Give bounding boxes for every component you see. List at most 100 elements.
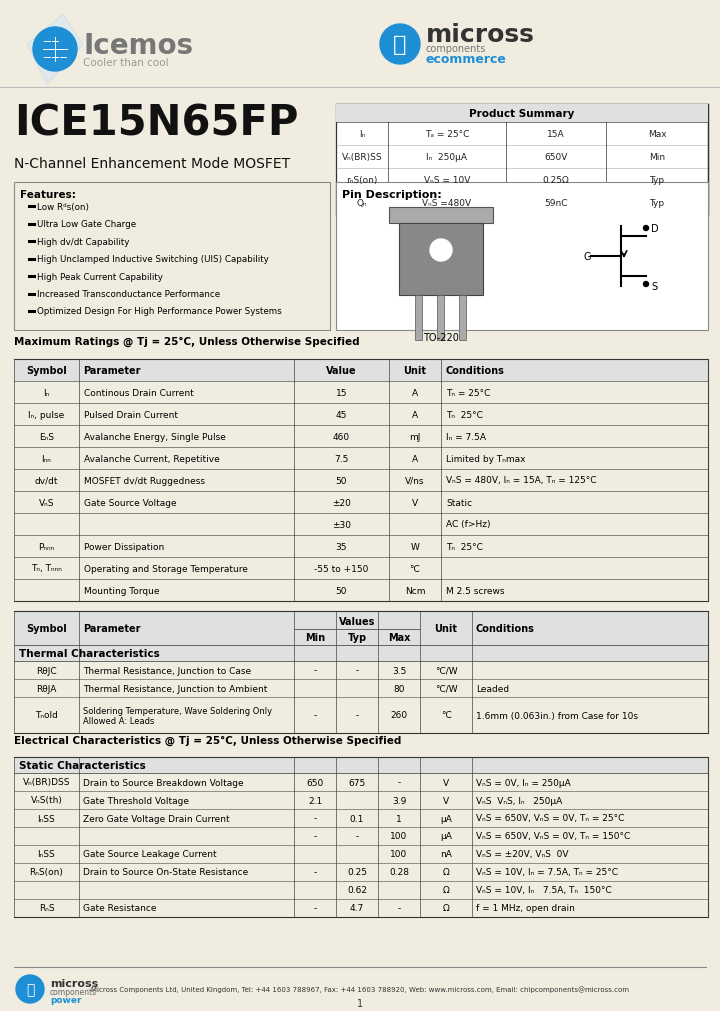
Text: Product Summary: Product Summary [469, 109, 575, 119]
Text: VₙS = 480V, Iₙ = 15A, Tₙ = 125°C: VₙS = 480V, Iₙ = 15A, Tₙ = 125°C [446, 476, 596, 485]
Text: Ⓜ: Ⓜ [393, 35, 407, 55]
Text: 7.5: 7.5 [334, 454, 348, 463]
Text: 3.9: 3.9 [392, 796, 406, 805]
Text: Value: Value [326, 366, 357, 376]
Text: °C/W: °C/W [435, 666, 457, 674]
Text: -: - [356, 711, 359, 720]
Text: Low Rᵈs(on): Low Rᵈs(on) [37, 202, 89, 211]
Text: Qₙ: Qₙ [356, 199, 367, 208]
Circle shape [430, 240, 452, 262]
Text: Continous Drain Current: Continous Drain Current [84, 388, 194, 397]
FancyBboxPatch shape [399, 223, 483, 295]
Text: Pin Description:: Pin Description: [342, 190, 442, 200]
Text: A: A [412, 388, 418, 397]
Text: Thermal Characteristics: Thermal Characteristics [19, 648, 160, 658]
Text: Values: Values [339, 617, 375, 627]
Text: -: - [313, 814, 317, 823]
Text: Symbol: Symbol [26, 624, 67, 633]
Text: V: V [412, 498, 418, 507]
FancyBboxPatch shape [14, 612, 708, 645]
Text: VₙS = 10V: VₙS = 10V [424, 176, 470, 185]
Text: High dv/dt Capability: High dv/dt Capability [37, 238, 130, 247]
Circle shape [380, 25, 420, 65]
Text: 675: 675 [348, 777, 366, 787]
Text: Limited by Tₙmax: Limited by Tₙmax [446, 454, 526, 463]
Text: °C: °C [410, 564, 420, 573]
Text: power: power [50, 996, 81, 1005]
Text: Icemos: Icemos [83, 32, 193, 60]
Text: Typ: Typ [348, 632, 366, 642]
Text: MOSFET dv/dt Ruggedness: MOSFET dv/dt Ruggedness [84, 476, 205, 485]
Text: Avalanche Energy, Single Pulse: Avalanche Energy, Single Pulse [84, 432, 226, 441]
Text: Symbol: Symbol [26, 366, 67, 376]
Text: Mounting Torque: Mounting Torque [84, 586, 160, 594]
Text: Ⓜ: Ⓜ [26, 982, 34, 996]
Text: ecommerce: ecommerce [426, 53, 507, 66]
Text: Optimized Design For High Performance Power Systems: Optimized Design For High Performance Po… [37, 307, 282, 316]
Text: 100: 100 [390, 849, 408, 858]
Text: μA: μA [440, 832, 452, 841]
Text: Max: Max [388, 632, 410, 642]
Text: 650V: 650V [544, 153, 567, 162]
Text: -: - [356, 832, 359, 841]
Text: IₙSS: IₙSS [37, 814, 55, 823]
Text: Pₙₙₙ: Pₙₙₙ [38, 542, 55, 551]
FancyBboxPatch shape [389, 208, 493, 223]
Text: VₙS(th): VₙS(th) [30, 796, 63, 805]
Polygon shape [27, 15, 83, 85]
Text: Zero Gate Voltage Drain Current: Zero Gate Voltage Drain Current [83, 814, 230, 823]
Text: Max: Max [648, 129, 666, 139]
Text: Static: Static [446, 498, 472, 507]
Text: Operating and Storage Temperature: Operating and Storage Temperature [84, 564, 248, 573]
Text: 50: 50 [336, 476, 347, 485]
Text: VₙS =480V: VₙS =480V [423, 199, 472, 208]
Text: 45: 45 [336, 410, 347, 420]
Text: Thermal Resistance, Junction to Ambient: Thermal Resistance, Junction to Ambient [83, 683, 267, 693]
Text: Leaded: Leaded [476, 683, 509, 693]
Text: ±20: ±20 [332, 498, 351, 507]
Text: 1: 1 [357, 998, 363, 1008]
Text: Min: Min [305, 632, 325, 642]
Text: Gate Source Voltage: Gate Source Voltage [84, 498, 176, 507]
FancyBboxPatch shape [336, 105, 708, 123]
FancyBboxPatch shape [14, 183, 330, 331]
Text: Electrical Characteristics @ Tj = 25°C, Unless Otherwise Specified: Electrical Characteristics @ Tj = 25°C, … [14, 735, 401, 745]
Text: 4.7: 4.7 [350, 904, 364, 913]
Text: -: - [397, 777, 400, 787]
Text: 0.25: 0.25 [347, 867, 367, 877]
Text: VₙS = ±20V, VₙS  0V: VₙS = ±20V, VₙS 0V [476, 849, 569, 858]
Text: 35: 35 [336, 542, 347, 551]
Text: A: A [412, 454, 418, 463]
Text: 0.1: 0.1 [350, 814, 364, 823]
Text: RθJA: RθJA [36, 683, 57, 693]
Text: 1: 1 [396, 814, 402, 823]
Text: Tₙold: Tₙold [35, 711, 58, 720]
Text: IₙSS: IₙSS [37, 849, 55, 858]
Text: Ω: Ω [443, 886, 449, 895]
Text: VₙS = 0V, Iₙ = 250μA: VₙS = 0V, Iₙ = 250μA [476, 777, 571, 787]
Text: Avalanche Current, Repetitive: Avalanche Current, Repetitive [84, 454, 220, 463]
FancyBboxPatch shape [459, 295, 466, 341]
Text: A: A [412, 410, 418, 420]
FancyBboxPatch shape [14, 645, 708, 661]
Text: TO-220: TO-220 [423, 333, 459, 343]
Text: VₙS = 650V, VₙS = 0V, Tₙ = 150°C: VₙS = 650V, VₙS = 0V, Tₙ = 150°C [476, 832, 630, 841]
FancyBboxPatch shape [415, 295, 422, 341]
Text: ±30: ±30 [332, 520, 351, 529]
Text: Static Characteristics: Static Characteristics [19, 760, 145, 770]
Text: Iₙₙ: Iₙₙ [42, 454, 51, 463]
Text: -: - [313, 904, 317, 913]
Text: °C/W: °C/W [435, 683, 457, 693]
Text: Unit: Unit [403, 366, 426, 376]
Text: dv/dt: dv/dt [35, 476, 58, 485]
Text: EₙS: EₙS [39, 432, 54, 441]
Text: Unit: Unit [434, 624, 457, 633]
Text: 80: 80 [393, 683, 405, 693]
Text: RₙS(on): RₙS(on) [30, 867, 63, 877]
Text: Cooler than cool: Cooler than cool [83, 58, 168, 68]
Text: Tₙ, Tₙₙₙ: Tₙ, Tₙₙₙ [31, 564, 62, 573]
Text: -: - [313, 867, 317, 877]
Text: 460: 460 [333, 432, 350, 441]
Text: micross: micross [426, 23, 535, 47]
Text: Pulsed Drain Current: Pulsed Drain Current [84, 410, 178, 420]
